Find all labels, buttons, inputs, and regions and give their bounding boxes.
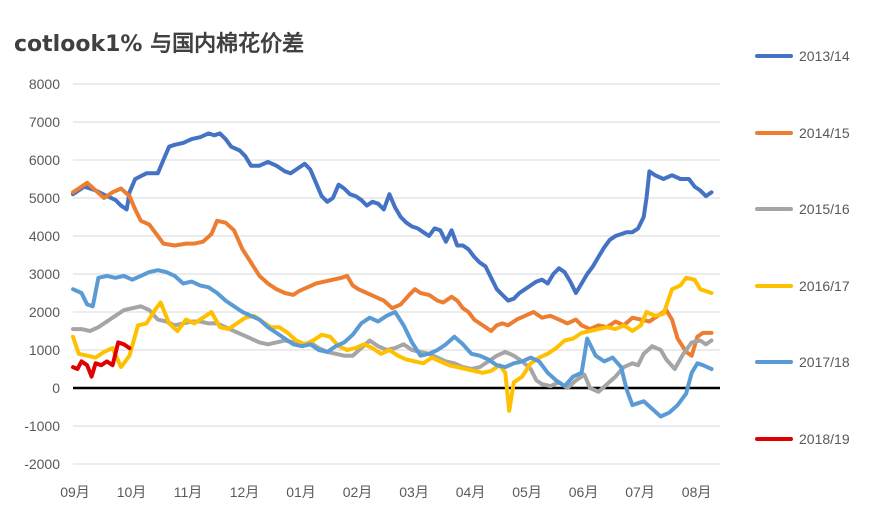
y-tick-label: -2000 xyxy=(24,456,60,472)
legend-swatch xyxy=(755,54,793,58)
x-tick-label: 01月 xyxy=(286,484,316,500)
y-tick-label: 3000 xyxy=(29,266,60,282)
legend-label: 2016/17 xyxy=(799,277,850,294)
legend-item: 2017/18 xyxy=(755,352,850,372)
x-tick-label: 03月 xyxy=(399,484,429,500)
y-tick-label: 1000 xyxy=(29,342,60,358)
x-tick-label: 07月 xyxy=(625,484,655,500)
series-line-2016-17 xyxy=(71,275,714,413)
y-tick-label: 2000 xyxy=(29,304,60,320)
x-tick-label: 06月 xyxy=(569,484,599,500)
series-line-2013-14 xyxy=(71,131,714,303)
legend-item: 2013/14 xyxy=(755,46,850,66)
x-tick-label: 09月 xyxy=(60,484,90,500)
x-tick-label: 11月 xyxy=(174,484,203,500)
legend-label: 2014/15 xyxy=(799,124,850,141)
legend-swatch xyxy=(755,436,793,441)
y-tick-label: 5000 xyxy=(29,190,60,206)
legend-item: 2015/16 xyxy=(755,199,850,219)
y-tick-label: 6000 xyxy=(29,152,60,168)
x-tick-label: 05月 xyxy=(512,484,542,500)
series-line-2018-19 xyxy=(71,340,132,379)
legend-item: 2014/15 xyxy=(755,123,850,143)
chart-title: cotlook1% 与国内棉花价差 xyxy=(14,32,305,57)
legend-label: 2013/14 xyxy=(799,48,850,64)
y-tick-label: 7000 xyxy=(29,114,60,130)
legend-swatch xyxy=(755,360,793,364)
legend-item: 2016/17 xyxy=(755,276,850,296)
legend-label: 2015/16 xyxy=(799,201,850,217)
x-tick-label: 02月 xyxy=(343,484,373,500)
legend-swatch xyxy=(755,207,793,211)
legend-label: 2018/19 xyxy=(799,430,850,447)
legend-label: 2017/18 xyxy=(799,354,850,370)
y-tick-label: 0 xyxy=(52,380,60,396)
x-tick-label: 08月 xyxy=(682,484,712,500)
x-tick-label: 10月 xyxy=(117,484,147,500)
x-tick-label: 12月 xyxy=(230,484,260,500)
series-line-2017-18 xyxy=(71,268,714,419)
y-tick-label: 8000 xyxy=(29,76,60,92)
legend-swatch xyxy=(755,130,793,135)
legend-swatch xyxy=(755,283,793,288)
legend-item: 2018/19 xyxy=(755,429,850,449)
y-tick-label: 4000 xyxy=(29,228,60,244)
y-tick-label: -1000 xyxy=(24,418,60,434)
x-tick-label: 04月 xyxy=(456,484,486,500)
